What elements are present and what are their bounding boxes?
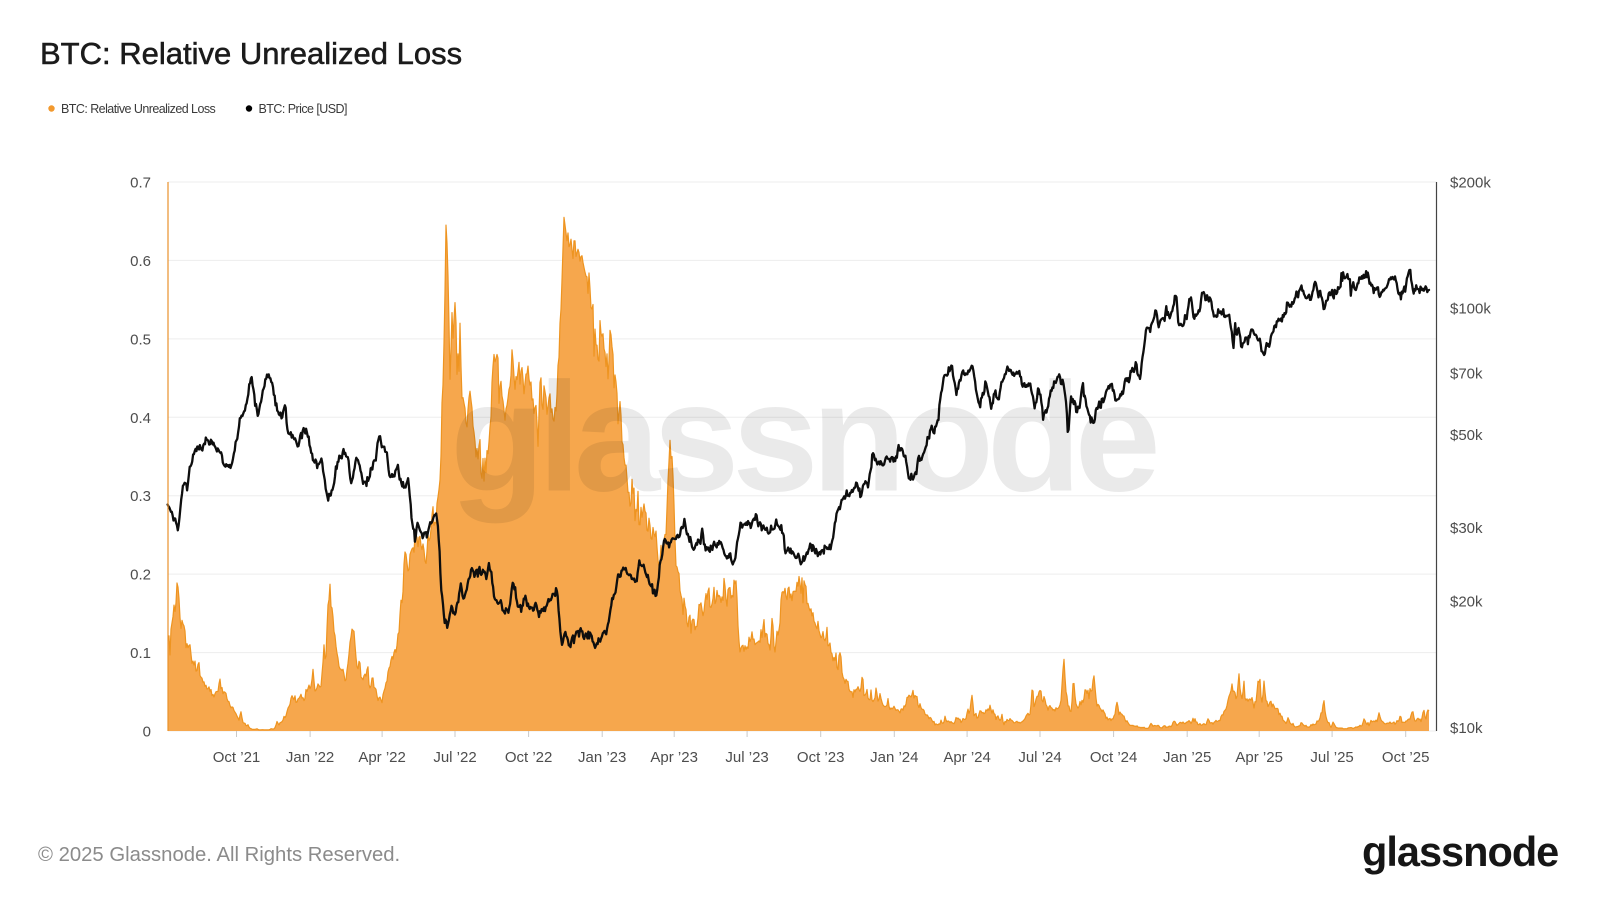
svg-text:© 2025 Glassnode. All Rights R: © 2025 Glassnode. All Rights Reserved.: [38, 844, 400, 866]
svg-text:Jul ’24: Jul ’24: [1018, 749, 1061, 766]
svg-text:0.2: 0.2: [130, 567, 151, 584]
svg-text:Oct ’22: Oct ’22: [505, 749, 553, 766]
svg-text:$200k: $200k: [1450, 175, 1491, 192]
svg-text:$100k: $100k: [1450, 301, 1491, 318]
svg-text:Oct ’24: Oct ’24: [1090, 749, 1138, 766]
svg-text:Jan ’22: Jan ’22: [286, 749, 334, 766]
svg-text:Jul ’23: Jul ’23: [725, 749, 768, 766]
svg-text:0.7: 0.7: [130, 175, 151, 192]
svg-text:$20k: $20k: [1450, 594, 1483, 611]
svg-text:Apr ’24: Apr ’24: [943, 749, 991, 766]
svg-text:$50k: $50k: [1450, 427, 1483, 444]
svg-text:glassnode: glassnode: [1362, 828, 1558, 875]
svg-text:Jan ’23: Jan ’23: [578, 749, 626, 766]
svg-text:Oct ’21: Oct ’21: [213, 749, 261, 766]
svg-text:BTC: Relative Unrealized Loss: BTC: Relative Unrealized Loss: [61, 102, 216, 116]
svg-text:Jan ’24: Jan ’24: [870, 749, 918, 766]
svg-text:Jul ’22: Jul ’22: [433, 749, 476, 766]
svg-text:0.3: 0.3: [130, 488, 151, 505]
svg-text:$70k: $70k: [1450, 366, 1483, 383]
svg-text:$30k: $30k: [1450, 520, 1483, 537]
svg-text:0.6: 0.6: [130, 253, 151, 270]
svg-text:0.1: 0.1: [130, 645, 151, 662]
svg-text:$10k: $10k: [1450, 720, 1483, 737]
svg-text:Jan ’25: Jan ’25: [1163, 749, 1211, 766]
svg-text:BTC: Price [USD]: BTC: Price [USD]: [259, 102, 348, 116]
svg-text:Apr ’25: Apr ’25: [1235, 749, 1283, 766]
svg-text:0: 0: [143, 724, 151, 741]
svg-text:0.4: 0.4: [130, 410, 151, 427]
svg-text:Apr ’22: Apr ’22: [358, 749, 406, 766]
svg-text:Oct ’25: Oct ’25: [1382, 749, 1430, 766]
svg-text:Apr ’23: Apr ’23: [650, 749, 698, 766]
svg-text:0.5: 0.5: [130, 331, 151, 348]
svg-text:Oct ’23: Oct ’23: [797, 749, 845, 766]
svg-text:glassnode: glassnode: [450, 351, 1155, 524]
svg-text:BTC: Relative Unrealized Loss: BTC: Relative Unrealized Loss: [40, 36, 462, 71]
svg-text:Jul ’25: Jul ’25: [1310, 749, 1353, 766]
